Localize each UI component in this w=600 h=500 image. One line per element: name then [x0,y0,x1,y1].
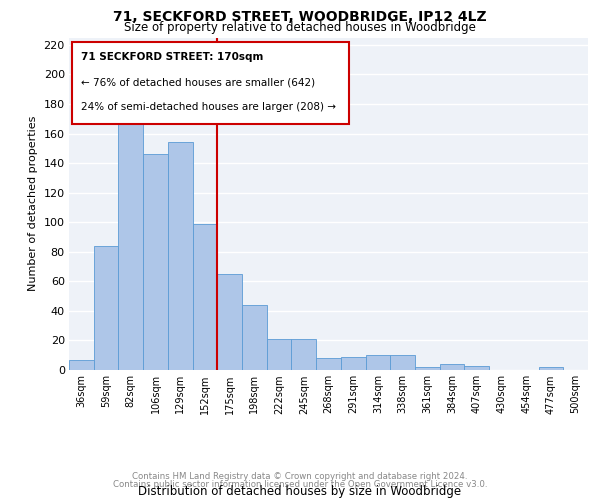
Bar [143,154,168,370]
Bar [242,305,267,370]
Bar [539,367,563,370]
Bar [118,106,143,370]
Bar [168,142,193,370]
FancyBboxPatch shape [71,42,349,124]
Bar [292,339,316,370]
Text: ← 76% of detached houses are smaller (642): ← 76% of detached houses are smaller (64… [81,78,315,88]
Bar [415,367,440,370]
Text: Size of property relative to detached houses in Woodbridge: Size of property relative to detached ho… [124,21,476,34]
Bar [341,356,365,370]
Bar [193,224,217,370]
Text: Distribution of detached houses by size in Woodbridge: Distribution of detached houses by size … [139,484,461,498]
Bar [217,274,242,370]
Text: 24% of semi-detached houses are larger (208) →: 24% of semi-detached houses are larger (… [81,102,336,113]
Bar [267,339,292,370]
Text: Contains public sector information licensed under the Open Government Licence v3: Contains public sector information licen… [113,480,487,489]
Bar [94,246,118,370]
Text: Contains HM Land Registry data © Crown copyright and database right 2024.: Contains HM Land Registry data © Crown c… [132,472,468,481]
Bar [69,360,94,370]
Bar [316,358,341,370]
Bar [440,364,464,370]
Bar [365,355,390,370]
Y-axis label: Number of detached properties: Number of detached properties [28,116,38,292]
Bar [464,366,489,370]
Text: 71, SECKFORD STREET, WOODBRIDGE, IP12 4LZ: 71, SECKFORD STREET, WOODBRIDGE, IP12 4L… [113,10,487,24]
Text: 71 SECKFORD STREET: 170sqm: 71 SECKFORD STREET: 170sqm [81,52,263,62]
Bar [390,355,415,370]
